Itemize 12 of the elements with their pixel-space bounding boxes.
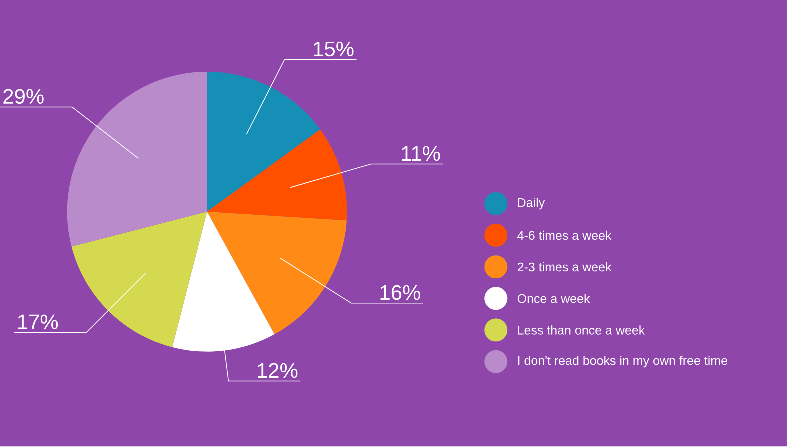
data-label: 17% xyxy=(18,314,58,330)
data-label: 29% xyxy=(4,89,44,104)
data-label: 11% xyxy=(402,146,440,162)
legend-label: Daily xyxy=(518,198,546,210)
data-label: 16% xyxy=(380,285,420,300)
data-label: 15% xyxy=(314,42,354,57)
legend-label: 4-6 times a week xyxy=(518,230,612,240)
legend-label: I don't read books in my own free time xyxy=(518,356,728,368)
legend-label: 2-3 times a week xyxy=(518,262,612,272)
legend-label: Once a week xyxy=(518,294,590,304)
legend-label: Less than once a week xyxy=(518,326,646,335)
data-label: 12% xyxy=(258,363,298,378)
